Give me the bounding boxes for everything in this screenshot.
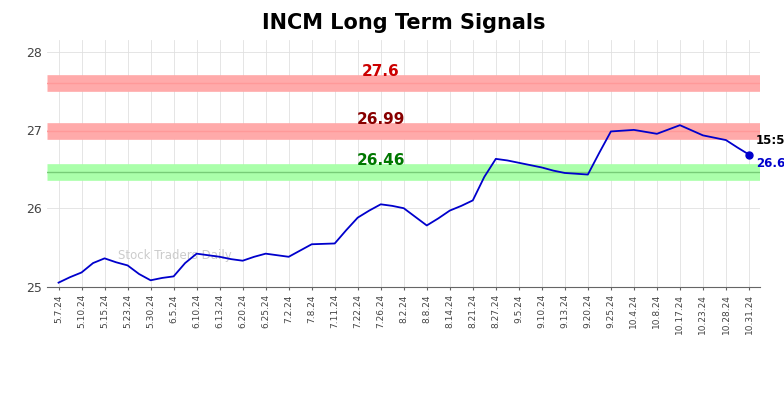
Title: INCM Long Term Signals: INCM Long Term Signals [262, 13, 546, 33]
Text: 26.99: 26.99 [357, 112, 405, 127]
Point [742, 151, 755, 158]
Text: 26.685: 26.685 [756, 157, 784, 170]
Text: 27.6: 27.6 [362, 64, 400, 79]
Text: 15:59: 15:59 [756, 134, 784, 147]
Text: Stock Traders Daily: Stock Traders Daily [118, 249, 232, 262]
Text: 26.46: 26.46 [357, 153, 405, 168]
